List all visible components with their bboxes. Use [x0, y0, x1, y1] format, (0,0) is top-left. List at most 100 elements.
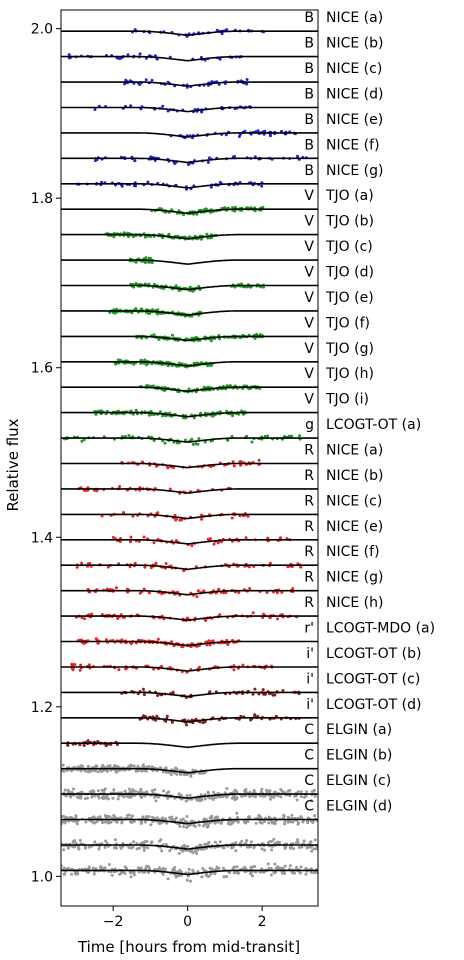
axes: B NICE (a) B NICE (b) B NICE (c) B NICE (d) B NIC… — [31, 9, 435, 930]
data-point — [147, 591, 151, 595]
data-point — [310, 849, 314, 853]
data-point — [210, 814, 214, 818]
data-point — [186, 163, 190, 166]
data-point — [266, 862, 270, 866]
data-point — [155, 714, 159, 718]
data-point — [246, 514, 250, 518]
data-point — [263, 848, 267, 852]
data-point — [78, 743, 82, 747]
data-point — [75, 565, 79, 569]
data-point — [161, 872, 165, 876]
data-point — [200, 798, 204, 802]
data-point — [87, 865, 91, 869]
data-point — [63, 788, 67, 792]
data-point — [96, 789, 100, 793]
data-point — [188, 849, 192, 853]
data-point — [239, 463, 243, 467]
data-point — [158, 207, 162, 210]
data-point — [209, 185, 213, 189]
data-point — [135, 847, 139, 851]
light-curve-series — [61, 434, 318, 446]
data-point — [141, 687, 145, 691]
light-curve-series — [61, 282, 318, 293]
data-point — [144, 78, 148, 82]
data-point — [279, 536, 282, 540]
band-label: R — [304, 493, 314, 509]
observation-label: ELGIN (d) — [326, 799, 392, 815]
data-point — [287, 434, 291, 438]
data-point — [64, 794, 68, 798]
data-point — [116, 358, 120, 362]
light-curve-series — [61, 154, 318, 166]
data-point — [283, 819, 287, 823]
data-point — [228, 871, 231, 875]
y-tick-label: 1.6 — [31, 361, 53, 377]
data-point — [300, 845, 304, 849]
data-point — [129, 535, 133, 539]
data-point — [106, 797, 110, 801]
light-curve-series — [61, 332, 318, 343]
data-point — [256, 129, 260, 133]
data-point — [299, 790, 303, 794]
data-point — [203, 440, 207, 444]
data-point — [248, 790, 252, 794]
data-point — [200, 110, 204, 114]
data-point — [85, 489, 89, 492]
data-point — [70, 872, 74, 876]
observation-label: NICE (g) — [326, 570, 383, 586]
data-point — [141, 763, 145, 767]
data-point — [262, 285, 265, 289]
data-point — [130, 820, 134, 824]
transit-model-line — [61, 361, 318, 367]
data-point — [149, 823, 153, 827]
data-point — [309, 870, 313, 874]
data-point — [114, 586, 118, 590]
transit-model-line — [61, 844, 318, 850]
data-point — [109, 820, 113, 824]
observation-label: LCOGT-OT (a) — [326, 417, 421, 433]
data-point — [105, 841, 109, 845]
transit-model-line — [61, 310, 318, 316]
data-point — [152, 282, 156, 286]
data-point — [117, 668, 121, 672]
data-point — [82, 438, 86, 442]
data-point — [177, 792, 181, 796]
observation-label: TJO (a) — [325, 188, 374, 204]
observation-label: ELGIN (c) — [326, 773, 391, 789]
data-point — [213, 821, 217, 825]
data-point — [289, 845, 293, 849]
data-point — [238, 460, 242, 464]
data-point — [299, 865, 303, 869]
data-point — [200, 513, 203, 517]
data-point — [245, 78, 249, 81]
band-label: B — [304, 10, 314, 26]
band-label: V — [304, 315, 314, 331]
data-point — [114, 770, 118, 773]
data-point — [184, 799, 188, 803]
light-curve-series — [61, 358, 318, 369]
data-point — [202, 385, 206, 389]
band-label: R — [304, 595, 314, 611]
light-curve-series — [61, 384, 318, 394]
light-curve-series — [61, 205, 318, 217]
data-point — [86, 764, 90, 768]
data-point — [215, 815, 219, 819]
data-point — [145, 864, 149, 868]
data-point — [95, 820, 99, 824]
data-point — [131, 412, 135, 416]
band-label: R — [304, 519, 314, 535]
data-point — [258, 815, 262, 819]
data-point — [212, 542, 216, 546]
data-point — [71, 787, 75, 791]
transit-model-line — [61, 259, 318, 265]
data-point — [213, 872, 217, 876]
data-point — [104, 744, 108, 748]
data-point — [290, 434, 294, 438]
data-point — [143, 565, 147, 569]
data-point — [199, 411, 203, 415]
data-point — [163, 389, 166, 393]
data-point — [145, 840, 149, 843]
data-point — [282, 791, 285, 794]
data-point — [302, 795, 306, 799]
data-point — [233, 155, 237, 158]
